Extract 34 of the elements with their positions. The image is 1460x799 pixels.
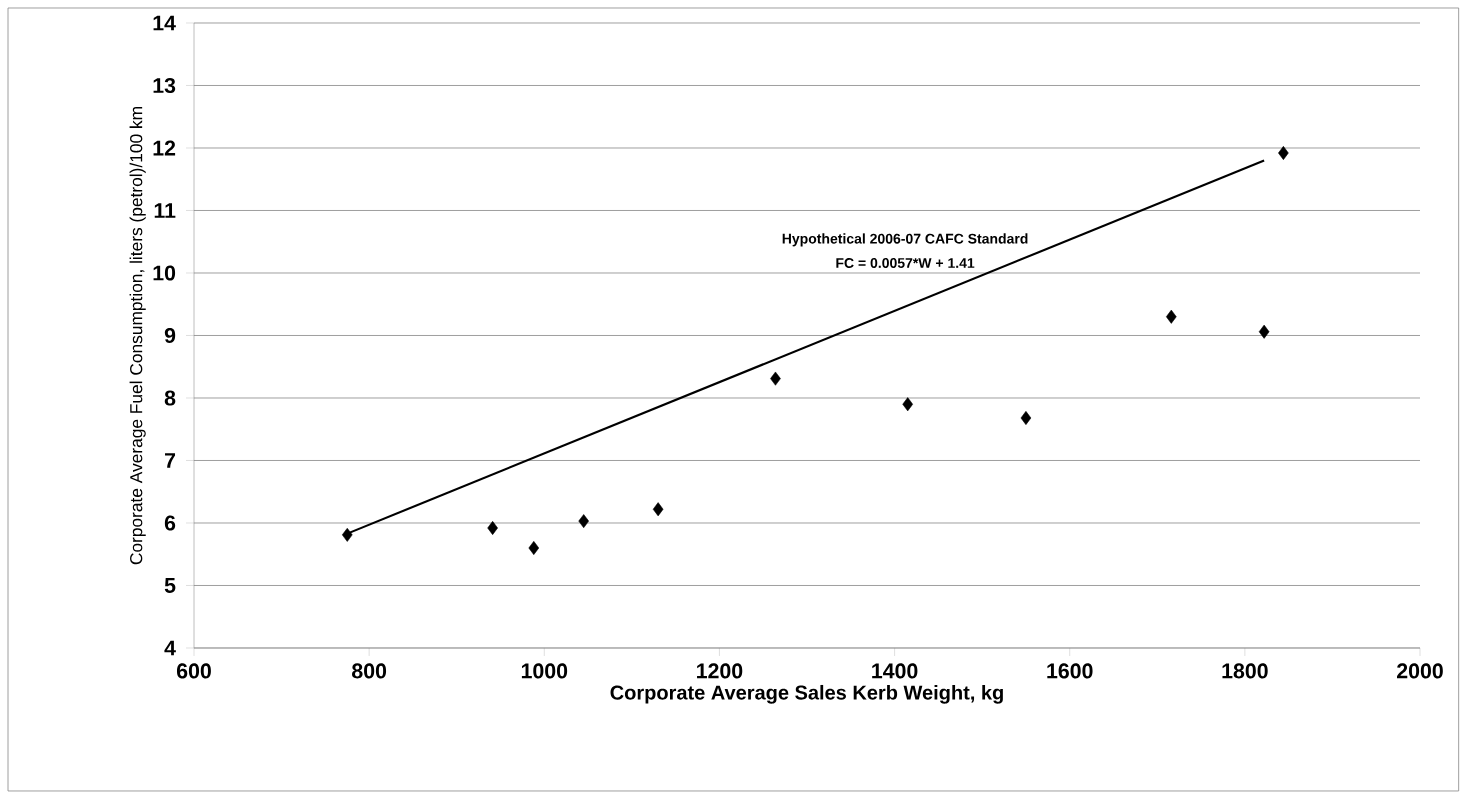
point <box>487 521 498 535</box>
x-axis-title: Corporate Average Sales Kerb Weight, kg <box>610 684 1003 704</box>
x-tick-label: 800 <box>352 663 387 679</box>
y-tick-label: 13 <box>153 77 176 94</box>
x-tick-label: 1000 <box>521 663 568 679</box>
y-tick-label: 11 <box>154 203 176 218</box>
y-tick-label: 7 <box>165 453 176 468</box>
x-tick-label: 2000 <box>1397 663 1443 679</box>
y-tick-label: 9 <box>164 327 176 344</box>
point <box>1166 309 1177 324</box>
x-tick-label: 1200 <box>697 663 743 679</box>
point <box>578 514 589 529</box>
y-tick-label: 5 <box>164 578 176 593</box>
y-tick-label: 8 <box>164 390 176 406</box>
x-tick-label: 1400 <box>872 663 918 679</box>
y-tick-label: 10 <box>153 265 176 281</box>
point <box>528 541 540 555</box>
y-tick-label: 6 <box>164 515 176 531</box>
y-tick-label: 14 <box>153 15 176 31</box>
point <box>1278 146 1289 160</box>
point <box>1020 411 1032 425</box>
y-tick-label: 4 <box>164 640 176 656</box>
point <box>341 527 353 542</box>
y-axis-title: Corporate Average Fuel Consumption, liters (petrol)/100 km <box>129 107 146 565</box>
point <box>1258 324 1270 339</box>
y-tick-label: 12 <box>153 140 176 156</box>
annotation: Hypothetical 2006-07 CAFC Standard <box>782 233 1028 247</box>
x-tick-label: 1600 <box>1047 663 1093 679</box>
point <box>652 502 664 517</box>
x-tick-label: 600 <box>176 663 211 679</box>
point <box>770 371 781 386</box>
annotation: FC = 0.0057*W + 1.41 <box>836 258 975 268</box>
x-tick-label: 1800 <box>1222 663 1268 679</box>
point <box>902 397 913 412</box>
